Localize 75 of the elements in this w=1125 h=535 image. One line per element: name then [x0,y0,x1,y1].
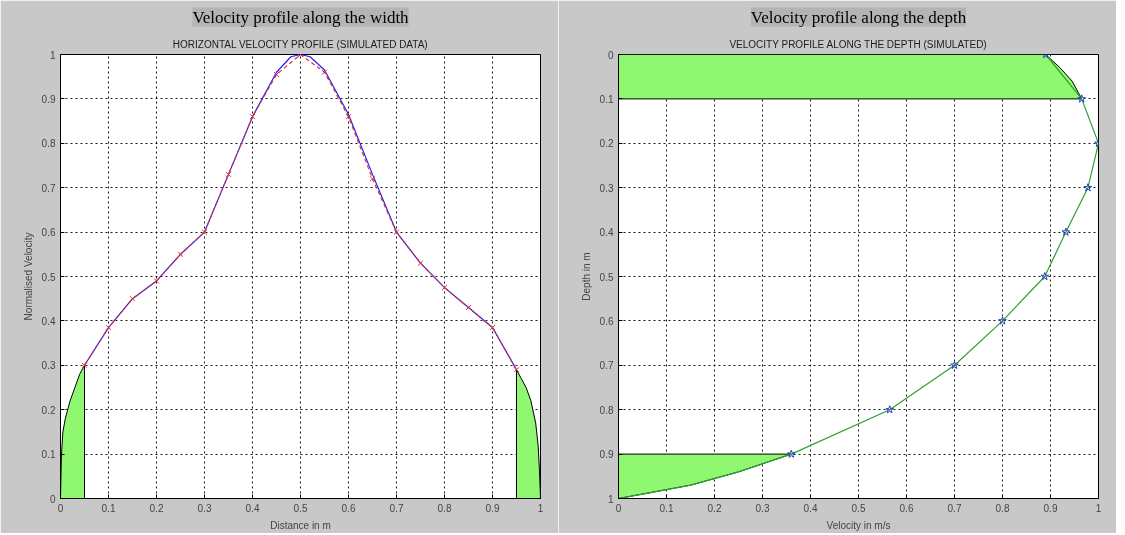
y-tick-label: 0.6 [41,227,56,239]
x-tick-label: 0 [615,502,622,514]
x-tick-label: 1 [537,502,544,514]
x-tick-label: 0.1 [101,502,116,514]
x-tick-label: 0.5 [851,502,866,514]
point [369,175,376,182]
x-tick-label: 0.2 [149,502,164,514]
x-axis-title: Velocity in m/s [826,519,891,531]
y-tick-label: 1 [49,49,56,61]
point [177,251,184,258]
y-tick-label: 0.2 [599,138,614,150]
y-tick-label: 0 [49,493,56,505]
y-tick-label: 0.9 [41,93,56,105]
x-tick-label: 0.4 [245,502,260,514]
x-tick-label: 0 [57,502,64,514]
point [249,113,256,120]
x-tick-label: 0.6 [899,502,914,514]
point [81,362,88,369]
x-tick-label: 0.6 [341,502,356,514]
point [393,229,400,236]
chart-subtitle: VELOCITY PROFILE ALONG THE DEPTH (SIMULATED) [729,38,987,50]
x-tick-label: 0.1 [659,502,674,514]
point [153,277,160,284]
point [998,316,1007,325]
point [1040,272,1050,281]
x-tick-label: 0.7 [947,502,962,514]
x-tick-label: 0.7 [389,502,404,514]
y-tick-label: 0.5 [41,271,56,283]
y-tick-label: 0.4 [599,227,614,239]
y-axis-title: Normalised Velocity [22,232,34,321]
chart-title: Velocity profile along the width [192,7,410,27]
y-tick-label: 1 [607,493,614,505]
y-tick-label: 0.3 [599,182,614,194]
point [345,113,352,120]
y-tick-label: 0.2 [41,404,56,416]
x-tick-label: 0.5 [293,502,308,514]
point [441,284,448,291]
point [1083,183,1093,192]
point [513,366,520,373]
x-tick-label: 0.8 [437,502,452,514]
y-tick-label: 0.8 [41,138,56,150]
y-tick-label: 0.1 [599,93,614,105]
chart-title: Velocity profile along the depth [750,7,967,27]
point [225,171,232,178]
chart-subtitle: HORIZONTAL VELOCITY PROFILE (SIMULATED DATA) [172,38,428,50]
point [1061,227,1071,236]
y-tick-label: 0.7 [599,360,614,372]
y-axis-title: Depth in m [580,252,592,301]
point [885,405,894,414]
x-tick-label: 1 [1095,502,1102,514]
x-tick-label: 0.2 [707,502,722,514]
y-tick-label: 0.1 [41,449,56,461]
y-tick-label: 0.3 [41,360,56,372]
point [321,69,328,76]
point [129,295,136,302]
x-tick-label: 0.3 [197,502,212,514]
x-tick-label: 0.8 [995,502,1010,514]
point [201,229,208,236]
point [417,260,424,267]
line-series [618,54,1099,499]
y-tick-label: 0.5 [599,271,614,283]
x-tick-label: 0.4 [803,502,818,514]
y-tick-label: 0.4 [41,315,56,327]
point [787,449,796,458]
y-tick-label: 0.6 [599,315,614,327]
point [950,360,959,370]
x-tick-label: 0.9 [485,502,500,514]
x-tick-label: 0.9 [1043,502,1058,514]
y-tick-label: 0.7 [41,182,56,194]
y-tick-label: 0.9 [599,449,614,461]
y-tick-label: 0.8 [599,404,614,416]
y-tick-label: 0 [607,49,614,61]
point [1077,94,1086,103]
x-axis-title: Distance in m [270,519,331,531]
x-tick-label: 0.3 [755,502,770,514]
